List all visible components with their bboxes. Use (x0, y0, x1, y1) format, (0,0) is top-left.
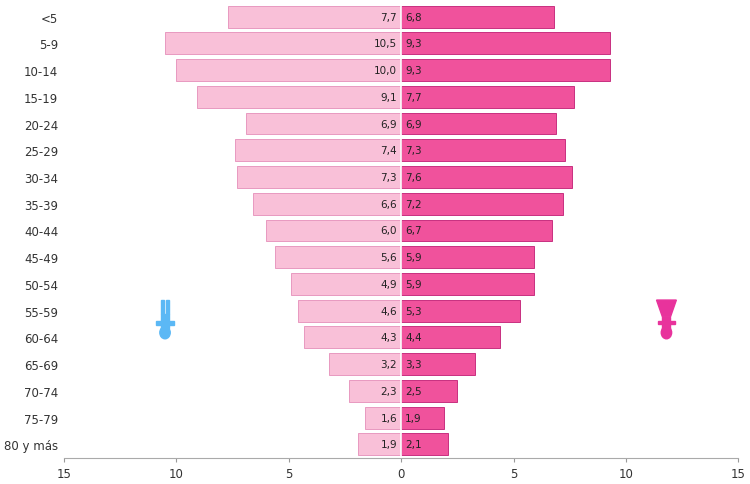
Bar (165, 33, 401, 55)
Text: 6,7: 6,7 (405, 226, 422, 236)
Text: 3,3: 3,3 (405, 360, 422, 369)
Text: 7,7: 7,7 (405, 92, 422, 103)
Bar (237, 166, 401, 189)
Text: 6,6: 6,6 (380, 199, 397, 209)
Circle shape (662, 327, 672, 339)
Bar (291, 273, 401, 295)
Text: 4,3: 4,3 (380, 333, 397, 343)
Text: 4,4: 4,4 (405, 333, 422, 343)
Text: 6,8: 6,8 (405, 13, 422, 22)
Bar (358, 434, 401, 455)
Bar (246, 113, 401, 135)
FancyBboxPatch shape (160, 314, 170, 329)
Bar (275, 247, 401, 269)
Text: 9,1: 9,1 (380, 92, 397, 103)
Text: 6,0: 6,0 (380, 226, 397, 236)
Bar (235, 140, 401, 162)
Text: 2,1: 2,1 (405, 439, 422, 450)
Bar (298, 300, 401, 322)
Bar (304, 327, 401, 348)
Text: 9,3: 9,3 (405, 39, 422, 49)
Polygon shape (656, 301, 676, 317)
Bar (401, 434, 448, 455)
Bar (266, 220, 401, 242)
Text: 7,6: 7,6 (405, 173, 422, 182)
FancyBboxPatch shape (662, 317, 670, 329)
Bar (401, 113, 556, 135)
Bar (401, 194, 563, 215)
Bar (176, 60, 401, 82)
Bar (401, 166, 572, 189)
Text: 3,2: 3,2 (380, 360, 397, 369)
Circle shape (160, 327, 170, 339)
Bar (365, 407, 401, 429)
Bar (401, 140, 566, 162)
Bar (228, 7, 401, 29)
Text: 1,6: 1,6 (380, 413, 397, 423)
Text: 4,6: 4,6 (380, 306, 397, 316)
Bar (329, 353, 401, 376)
Text: 9,3: 9,3 (405, 66, 422, 76)
Text: 5,9: 5,9 (405, 253, 422, 263)
Text: 5,3: 5,3 (405, 306, 422, 316)
FancyBboxPatch shape (170, 321, 174, 325)
Bar (401, 273, 534, 295)
Text: 1,9: 1,9 (405, 413, 422, 423)
Bar (401, 220, 552, 242)
Bar (253, 194, 401, 215)
Bar (350, 380, 401, 402)
Bar (401, 33, 610, 55)
FancyBboxPatch shape (156, 321, 160, 325)
Text: 1,9: 1,9 (380, 439, 397, 450)
Text: 7,2: 7,2 (405, 199, 422, 209)
Bar (401, 247, 534, 269)
Text: 6,9: 6,9 (380, 119, 397, 129)
Bar (401, 87, 574, 108)
FancyBboxPatch shape (166, 301, 170, 315)
Bar (401, 327, 500, 348)
Text: 10,5: 10,5 (374, 39, 397, 49)
Text: 5,6: 5,6 (380, 253, 397, 263)
Bar (401, 300, 520, 322)
Text: 2,3: 2,3 (380, 386, 397, 396)
FancyBboxPatch shape (670, 321, 675, 325)
Text: 4,9: 4,9 (380, 279, 397, 289)
Bar (401, 7, 554, 29)
Bar (196, 87, 401, 108)
Text: 2,5: 2,5 (405, 386, 422, 396)
Text: 7,4: 7,4 (380, 146, 397, 156)
Text: 5,9: 5,9 (405, 279, 422, 289)
Bar (401, 60, 610, 82)
Text: 7,3: 7,3 (405, 146, 422, 156)
Bar (401, 353, 476, 376)
FancyBboxPatch shape (658, 321, 662, 325)
Bar (401, 407, 444, 429)
Bar (401, 380, 457, 402)
Text: 7,7: 7,7 (380, 13, 397, 22)
Text: 7,3: 7,3 (380, 173, 397, 182)
Text: 6,9: 6,9 (405, 119, 422, 129)
FancyBboxPatch shape (160, 301, 164, 315)
Text: 10,0: 10,0 (374, 66, 397, 76)
